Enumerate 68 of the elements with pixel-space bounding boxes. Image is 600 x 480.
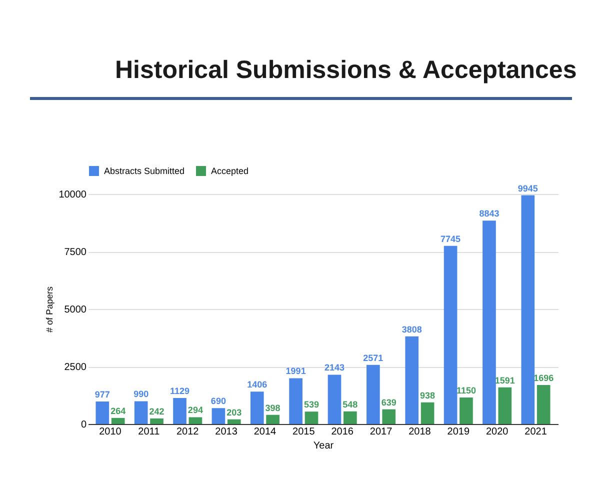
x-tick-label: 2017 — [370, 426, 393, 438]
y-tick-label: 5000 — [64, 304, 87, 316]
x-tick-label: 2011 — [138, 426, 160, 438]
y-tick-label: 7500 — [64, 247, 87, 258]
x-tick-label: 2016 — [331, 426, 354, 438]
data-label: 9945 — [518, 183, 538, 194]
bar — [382, 409, 396, 424]
data-label: 294 — [188, 405, 203, 416]
bar — [328, 374, 342, 424]
legend-label: Accepted — [211, 166, 249, 176]
bar — [405, 336, 419, 424]
bar — [366, 364, 380, 424]
bar — [460, 398, 473, 424]
x-tick-label: 2020 — [486, 426, 509, 438]
data-label: 203 — [226, 407, 242, 418]
data-label: 242 — [149, 406, 164, 416]
data-label: 1150 — [456, 386, 476, 396]
bar — [420, 402, 434, 424]
x-axis-title: Year — [313, 440, 334, 452]
bar — [188, 417, 202, 424]
bar — [134, 401, 148, 424]
x-tick-label: 2015 — [292, 426, 316, 438]
x-tick-label: 2013 — [215, 426, 238, 438]
bar — [227, 419, 241, 424]
data-label: 8843 — [479, 208, 500, 219]
data-label: 1406 — [247, 380, 268, 390]
y-tick-label: 10000 — [58, 190, 87, 200]
bar — [250, 392, 264, 424]
data-label: 1129 — [170, 386, 190, 396]
data-label: 977 — [94, 390, 110, 400]
bar — [96, 402, 110, 424]
bar — [444, 246, 458, 424]
bar — [304, 412, 318, 424]
y-tick-label: 2500 — [64, 362, 87, 373]
data-label: 3808 — [402, 324, 422, 334]
data-label: 7745 — [440, 234, 461, 244]
chart-title: Historical Submissions & Acceptances — [115, 56, 577, 85]
bar — [266, 414, 280, 424]
bar — [521, 195, 535, 424]
data-label: 639 — [381, 397, 396, 408]
x-tick-label: 2012 — [176, 426, 200, 438]
data-label: 1991 — [286, 366, 306, 376]
data-label: 2571 — [363, 352, 384, 363]
x-tick-label: 2014 — [254, 426, 277, 438]
bar — [536, 384, 550, 424]
bar — [111, 418, 125, 424]
data-label: 539 — [304, 400, 320, 410]
y-tick-label: 0 — [80, 420, 87, 430]
data-label: 938 — [420, 390, 436, 400]
legend-label: Abstracts Submitted — [104, 166, 185, 176]
x-tick-label: 2019 — [447, 426, 470, 438]
data-label: 690 — [210, 396, 226, 406]
bar — [173, 398, 186, 424]
bar — [212, 408, 226, 424]
bar — [150, 418, 164, 424]
x-tick-label: 2010 — [99, 426, 122, 438]
data-label: 990 — [134, 389, 149, 400]
data-label: 264 — [110, 406, 126, 416]
data-label: 398 — [265, 402, 280, 413]
bar — [482, 220, 496, 424]
y-axis-title: # of Papers — [44, 286, 55, 333]
bar — [498, 387, 512, 424]
data-label: 548 — [342, 399, 358, 410]
bar — [289, 378, 302, 424]
bar — [344, 411, 357, 424]
data-label: 2143 — [324, 362, 345, 373]
x-tick-label: 2021 — [524, 426, 548, 438]
x-tick-label: 2018 — [408, 426, 432, 438]
